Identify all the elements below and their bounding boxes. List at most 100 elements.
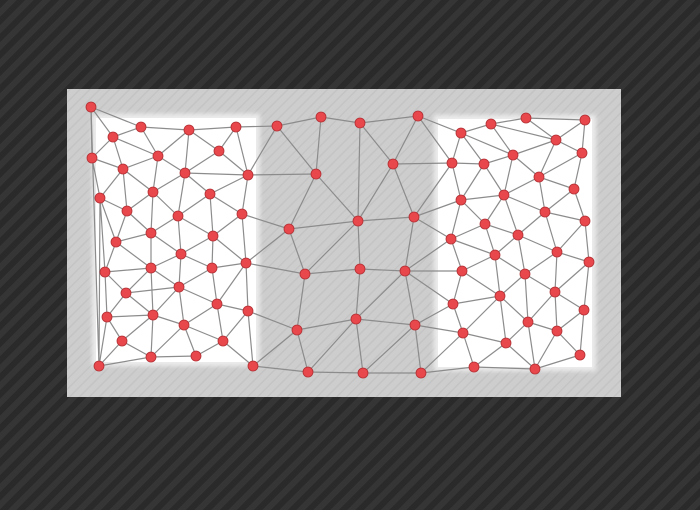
node[interactable] [206, 262, 218, 274]
node[interactable] [117, 163, 129, 175]
edge [245, 262, 306, 275]
node[interactable] [479, 218, 491, 230]
node[interactable] [86, 152, 98, 164]
node[interactable] [533, 171, 545, 183]
node[interactable] [578, 304, 590, 316]
node[interactable] [310, 168, 322, 180]
node[interactable] [352, 215, 364, 227]
node[interactable] [455, 127, 467, 139]
node[interactable] [145, 351, 157, 363]
node[interactable] [299, 268, 311, 280]
node[interactable] [85, 101, 97, 113]
node[interactable] [190, 350, 202, 362]
node[interactable] [579, 114, 591, 126]
node[interactable] [315, 111, 327, 123]
node[interactable] [485, 118, 497, 130]
node[interactable] [354, 117, 366, 129]
node[interactable] [110, 236, 122, 248]
node[interactable] [302, 366, 314, 378]
node[interactable] [121, 205, 133, 217]
node[interactable] [217, 335, 229, 347]
node[interactable] [498, 189, 510, 201]
node[interactable] [447, 298, 459, 310]
node[interactable] [152, 150, 164, 162]
node[interactable] [399, 265, 411, 277]
node[interactable] [240, 257, 252, 269]
node[interactable] [409, 319, 421, 331]
node[interactable] [387, 158, 399, 170]
edge [177, 193, 211, 217]
node[interactable] [468, 361, 480, 373]
edge [315, 173, 359, 222]
node[interactable] [175, 248, 187, 260]
node[interactable] [179, 167, 191, 179]
node[interactable] [213, 145, 225, 157]
node[interactable] [145, 227, 157, 239]
node[interactable] [457, 327, 469, 339]
edge [538, 139, 557, 178]
node[interactable] [178, 319, 190, 331]
node[interactable] [101, 311, 113, 323]
node[interactable] [583, 256, 595, 268]
node[interactable] [93, 360, 105, 372]
edge [450, 238, 496, 256]
node[interactable] [576, 147, 588, 159]
node[interactable] [135, 121, 147, 133]
node[interactable] [354, 263, 366, 275]
node[interactable] [579, 215, 591, 227]
edge [544, 211, 558, 253]
node[interactable] [183, 124, 195, 136]
node[interactable] [173, 281, 185, 293]
node[interactable] [549, 286, 561, 298]
node[interactable] [522, 316, 534, 328]
node[interactable] [94, 192, 106, 204]
edge [417, 115, 462, 134]
node[interactable] [551, 246, 563, 258]
node[interactable] [120, 287, 132, 299]
node[interactable] [494, 290, 506, 302]
node[interactable] [247, 360, 259, 372]
node[interactable] [99, 266, 111, 278]
node[interactable] [145, 262, 157, 274]
node[interactable] [116, 335, 128, 347]
node[interactable] [147, 309, 159, 321]
node[interactable] [550, 134, 562, 146]
edge [484, 223, 496, 256]
node[interactable] [445, 233, 457, 245]
node[interactable] [172, 210, 184, 222]
node[interactable] [500, 337, 512, 349]
node[interactable] [568, 183, 580, 195]
node[interactable] [271, 120, 283, 132]
node[interactable] [357, 367, 369, 379]
node[interactable] [519, 268, 531, 280]
node[interactable] [207, 230, 219, 242]
node[interactable] [242, 169, 254, 181]
node[interactable] [574, 349, 586, 361]
node[interactable] [291, 324, 303, 336]
node[interactable] [529, 363, 541, 375]
node[interactable] [107, 131, 119, 143]
node[interactable] [539, 206, 551, 218]
node[interactable] [408, 211, 420, 223]
edge [484, 223, 519, 236]
node[interactable] [455, 194, 467, 206]
node[interactable] [478, 158, 490, 170]
node[interactable] [211, 298, 223, 310]
node[interactable] [242, 305, 254, 317]
edge [188, 126, 237, 131]
node[interactable] [230, 121, 242, 133]
node[interactable] [446, 157, 458, 169]
node[interactable] [236, 208, 248, 220]
node[interactable] [507, 149, 519, 161]
node[interactable] [551, 325, 563, 337]
node[interactable] [147, 186, 159, 198]
node[interactable] [456, 265, 468, 277]
node[interactable] [204, 188, 216, 200]
node[interactable] [520, 112, 532, 124]
node[interactable] [350, 313, 362, 325]
node[interactable] [489, 249, 501, 261]
node[interactable] [412, 110, 424, 122]
node[interactable] [415, 367, 427, 379]
node[interactable] [283, 223, 295, 235]
node[interactable] [512, 229, 524, 241]
